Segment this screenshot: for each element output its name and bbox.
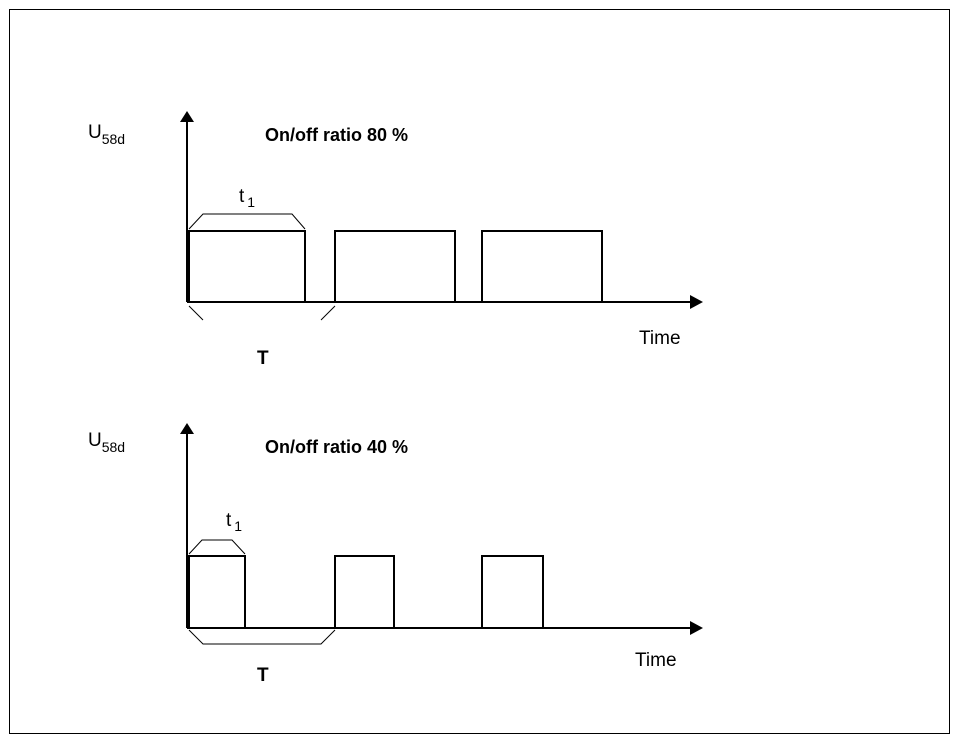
- period-label: T: [257, 665, 269, 686]
- pulse: [481, 230, 603, 303]
- pulse: [188, 230, 306, 303]
- period-marker: [320, 305, 336, 321]
- period-label: T: [257, 348, 269, 369]
- pulse: [334, 555, 395, 629]
- pulse: [334, 230, 456, 303]
- period-marker: [188, 305, 204, 321]
- pulse: [481, 555, 544, 629]
- x-axis-arrow: [690, 621, 703, 635]
- y-axis-arrow: [180, 423, 194, 434]
- pulse-width-bracket: [188, 539, 246, 555]
- diagram-title: On/off ratio 80 %: [265, 125, 408, 145]
- x-axis-label: Time: [639, 328, 681, 349]
- diagram-title: On/off ratio 40 %: [265, 437, 408, 457]
- period-bracket: [188, 629, 336, 645]
- y-axis-arrow: [180, 111, 194, 122]
- pulse: [188, 555, 246, 629]
- y-axis-label: U58d: [88, 430, 125, 455]
- x-axis-label: Time: [635, 650, 677, 671]
- pulse-width-bracket: [188, 213, 306, 230]
- frame-border: [9, 9, 950, 734]
- x-axis-arrow: [690, 295, 703, 309]
- y-axis-label: U58d: [88, 122, 125, 147]
